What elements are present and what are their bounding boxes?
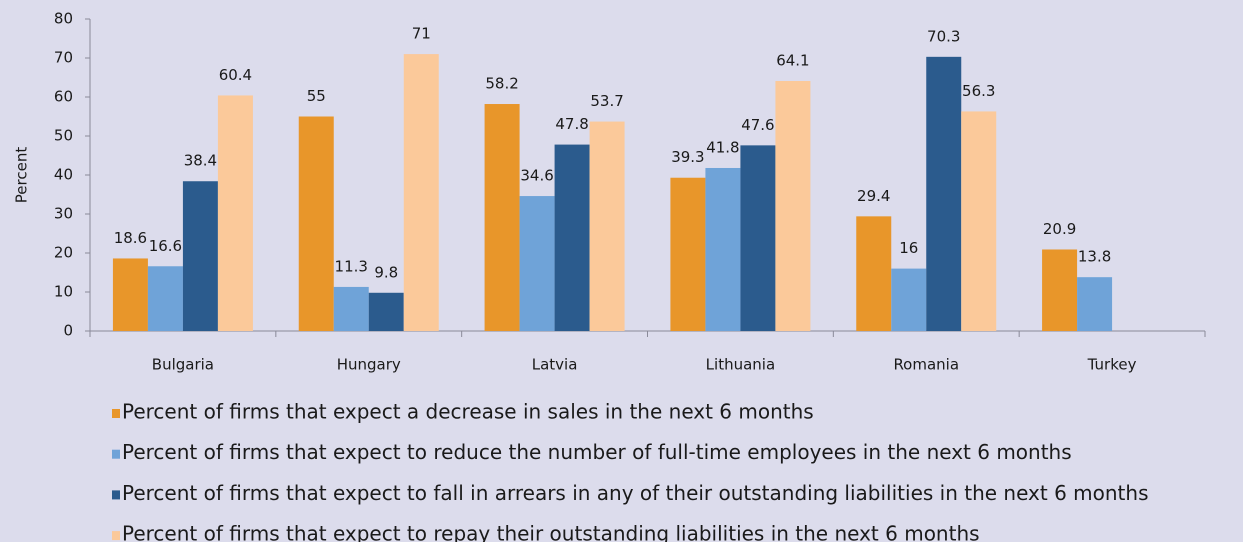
bar bbox=[519, 196, 555, 331]
y-tick-label: 40 bbox=[54, 166, 73, 184]
bar bbox=[740, 145, 776, 331]
data-label: 16 bbox=[899, 239, 918, 257]
bar bbox=[926, 56, 962, 331]
data-label: 11.3 bbox=[335, 257, 368, 275]
y-tick-label: 0 bbox=[63, 322, 73, 340]
legend-entry: Percent of firms that expect to repay th… bbox=[122, 522, 980, 542]
data-label: 53.7 bbox=[590, 92, 623, 110]
x-tick-label: Turkey bbox=[1087, 356, 1137, 374]
data-label: 55 bbox=[307, 87, 326, 105]
bar bbox=[961, 111, 997, 332]
x-tick-label: Lithuania bbox=[706, 356, 775, 374]
y-tick-label: 60 bbox=[54, 88, 73, 106]
x-tick-label: Romania bbox=[893, 356, 959, 374]
y-tick-label: 10 bbox=[54, 283, 73, 301]
bar bbox=[856, 216, 892, 331]
data-label: 39.3 bbox=[671, 148, 704, 166]
data-label: 13.8 bbox=[1078, 248, 1111, 266]
bar bbox=[403, 54, 439, 331]
bar bbox=[217, 95, 253, 331]
y-tick-label: 20 bbox=[54, 244, 73, 262]
x-tick-label: Latvia bbox=[532, 356, 578, 374]
x-tick-label: Bulgaria bbox=[152, 356, 214, 374]
y-tick-label: 70 bbox=[54, 49, 73, 67]
bar bbox=[1077, 277, 1113, 331]
legend-entry: Percent of firms that expect to fall in … bbox=[122, 481, 1149, 505]
bar bbox=[333, 286, 369, 331]
bar bbox=[589, 121, 625, 331]
bar bbox=[891, 268, 927, 331]
bar bbox=[1042, 249, 1078, 331]
legend-swatch bbox=[112, 531, 120, 541]
data-label: 20.9 bbox=[1043, 220, 1076, 238]
x-tick-label: Hungary bbox=[337, 356, 401, 374]
data-label: 58.2 bbox=[485, 75, 518, 93]
data-label: 64.1 bbox=[776, 52, 809, 70]
y-axis-label: Percent bbox=[13, 147, 31, 204]
bar bbox=[182, 181, 218, 331]
legend-entry: Percent of firms that expect a decrease … bbox=[122, 400, 814, 424]
legend-swatch bbox=[112, 409, 120, 418]
bar bbox=[368, 292, 404, 331]
data-label: 29.4 bbox=[857, 187, 890, 205]
y-tick-label: 80 bbox=[54, 10, 73, 28]
data-label: 41.8 bbox=[706, 138, 739, 156]
bar bbox=[147, 266, 183, 331]
y-tick-label: 30 bbox=[54, 205, 73, 223]
bar bbox=[775, 81, 811, 331]
data-label: 60.4 bbox=[219, 66, 252, 84]
data-label: 16.6 bbox=[149, 237, 182, 255]
data-label: 18.6 bbox=[114, 229, 147, 247]
bar bbox=[484, 104, 520, 332]
legend-swatch bbox=[112, 449, 120, 459]
data-label: 34.6 bbox=[520, 167, 553, 185]
legend-entry: Percent of firms that expect to reduce t… bbox=[122, 440, 1072, 464]
data-label: 38.4 bbox=[184, 152, 217, 170]
data-label: 56.3 bbox=[962, 82, 995, 100]
data-label: 47.8 bbox=[555, 115, 588, 133]
data-label: 70.3 bbox=[927, 27, 960, 45]
bar bbox=[705, 167, 741, 331]
bar bbox=[112, 258, 148, 331]
data-label: 71 bbox=[412, 25, 431, 43]
y-tick-label: 50 bbox=[54, 127, 73, 145]
bar bbox=[298, 116, 334, 331]
data-label: 9.8 bbox=[374, 263, 398, 281]
bar bbox=[670, 177, 706, 331]
bar bbox=[554, 144, 590, 331]
legend-swatch bbox=[112, 490, 120, 500]
data-label: 47.6 bbox=[741, 116, 774, 134]
